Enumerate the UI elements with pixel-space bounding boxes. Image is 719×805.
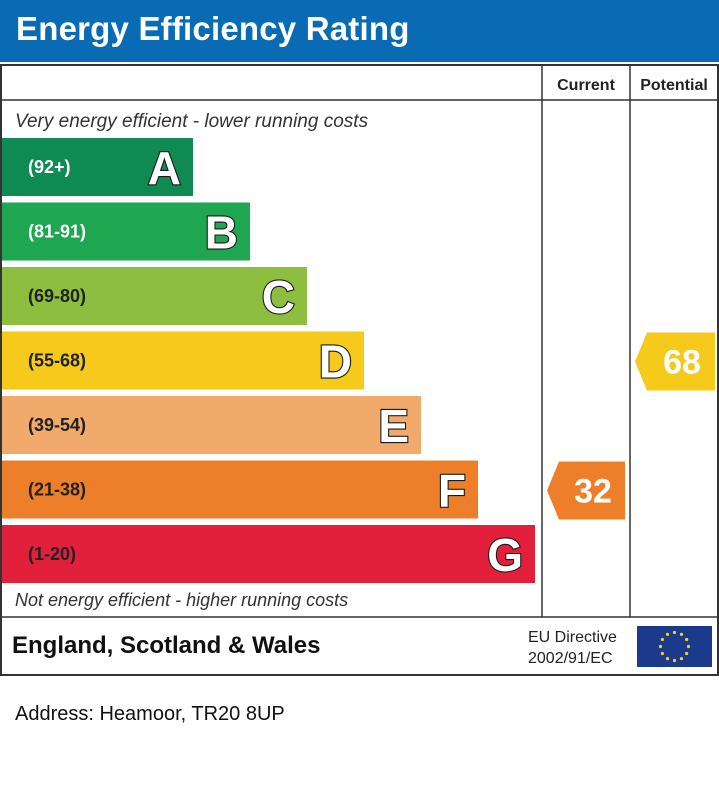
eu-flag-icon [637,626,712,667]
band-e-range: (39-54) [28,415,86,435]
potential-column-header: Potential [640,77,708,94]
band-g: (1-20) G [2,525,535,583]
band-g-bar [2,525,535,583]
energy-rating-chart: Current Potential Very energy efficient … [0,64,719,676]
band-f-range: (21-38) [28,480,86,500]
band-c: (69-80) C [2,267,307,325]
directive-line-1: EU Directive [528,629,617,646]
title-bar: Energy Efficiency Rating [0,0,719,62]
band-g-letter: G [487,529,523,581]
band-b-range: (81-91) [28,222,86,242]
band-c-range: (69-80) [28,286,86,306]
current-column-header: Current [557,77,615,94]
potential-rating-marker-value: 68 [663,344,701,382]
band-g-range: (1-20) [28,544,76,564]
band-f: (21-38) F [2,460,478,519]
bottom-efficiency-note: Not energy efficient - higher running co… [15,590,348,610]
band-c-letter: C [262,271,295,323]
rating-markers: 32 68 [547,332,715,520]
band-e-letter: E [378,400,409,452]
current-rating-marker-arrow [547,461,625,520]
directive-line-2: 2002/91/EC [528,650,613,667]
current-rating-marker: 32 [547,461,625,520]
page-title: Energy Efficiency Rating [16,10,410,47]
potential-rating-marker: 68 [635,332,715,391]
band-e-bar [2,396,421,454]
potential-rating-marker-arrow [635,332,715,391]
band-a-bar [2,138,193,196]
band-e: (39-54) E [2,396,421,454]
band-a: (92+) A [2,138,193,196]
band-a-range: (92+) [28,157,71,177]
property-address: Address: Heamoor, TR20 8UP [15,703,285,725]
band-d: (55-68) D [2,331,364,390]
band-d-bar [2,331,364,390]
band-b-letter: B [205,207,238,259]
top-efficiency-note: Very energy efficient - lower running co… [15,111,369,132]
band-d-letter: D [319,336,352,388]
band-a-letter: A [148,142,181,194]
region-label: England, Scotland & Wales [12,632,320,659]
rating-bands: (92+) A (81-91) B (69-80) C (55-68) D (39-54) E (2… [2,138,535,583]
current-rating-marker-value: 32 [574,473,612,511]
band-c-bar [2,267,307,325]
band-f-bar [2,460,478,519]
band-d-range: (55-68) [28,351,86,371]
band-b: (81-91) B [2,202,250,261]
band-b-bar [2,202,250,261]
band-f-letter: F [438,465,466,517]
chart-frame [0,64,719,676]
